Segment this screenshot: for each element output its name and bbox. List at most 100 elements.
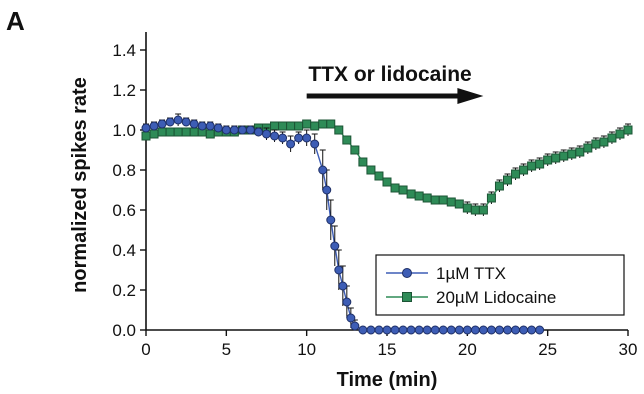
data-point <box>322 185 332 195</box>
data-point <box>454 199 464 209</box>
legend-label: 20µM Lidocaine <box>436 288 556 307</box>
x-tick-label: 15 <box>378 340 397 359</box>
axes: 0 5 10 15 20 25 30 0.0 0.2 0.4 0.6 0.8 1.0 1.2 1.4 Time… <box>69 32 637 391</box>
data-point <box>462 203 472 213</box>
x-tick-label: 0 <box>141 340 150 359</box>
data-point <box>157 127 167 137</box>
data-point <box>494 325 504 335</box>
series-1 <box>141 119 633 216</box>
data-point <box>213 123 223 133</box>
data-point <box>318 119 328 129</box>
series-0 <box>141 113 545 335</box>
data-point <box>358 157 368 167</box>
data-point <box>165 127 175 137</box>
x-tick-label: 5 <box>222 340 231 359</box>
data-point <box>189 127 199 137</box>
annotation-arrow-head <box>457 88 484 104</box>
data-point <box>406 325 416 335</box>
data-point <box>270 131 280 141</box>
data-point <box>141 123 151 133</box>
data-point <box>430 325 440 335</box>
data-point <box>326 119 336 129</box>
data-point <box>438 325 448 335</box>
data-point <box>486 325 496 335</box>
data-point <box>462 325 472 335</box>
data-point <box>535 159 545 169</box>
y-tick-label: 0.0 <box>112 321 136 340</box>
data-point <box>414 325 424 335</box>
data-point <box>382 177 392 187</box>
y-tick-label: 0.6 <box>112 201 136 220</box>
y-tick-label: 0.8 <box>112 161 136 180</box>
data-point <box>342 135 352 145</box>
data-point <box>430 195 440 205</box>
x-tick-label: 25 <box>538 340 557 359</box>
data-point <box>334 125 344 135</box>
data-point <box>358 325 368 335</box>
data-point <box>535 325 545 335</box>
series-line <box>145 123 629 211</box>
data-point <box>551 153 561 163</box>
data-point <box>262 129 271 139</box>
data-point <box>470 325 480 335</box>
data-point <box>366 325 376 335</box>
data-point <box>286 139 296 149</box>
data-point <box>294 133 304 143</box>
data-point <box>478 205 488 215</box>
data-point <box>567 149 577 159</box>
data-point <box>197 121 207 131</box>
data-point <box>519 165 529 175</box>
data-point <box>330 241 340 251</box>
data-point <box>189 119 199 129</box>
y-tick-label: 0.2 <box>112 281 136 300</box>
data-point <box>398 185 408 195</box>
data-point <box>237 125 247 135</box>
y-axis-title: normalized spikes rate <box>69 77 91 293</box>
data-point <box>310 121 320 131</box>
data-point <box>221 125 231 135</box>
legend-marker <box>402 292 412 302</box>
data-point <box>398 325 408 335</box>
data-point <box>302 119 312 129</box>
data-point <box>173 115 183 125</box>
data-point <box>310 139 320 149</box>
data-point <box>374 325 384 335</box>
data-point <box>157 119 167 129</box>
data-point <box>438 195 448 205</box>
data-point <box>278 121 288 131</box>
data-point <box>278 133 288 143</box>
data-point <box>575 147 585 157</box>
data-point <box>615 129 625 139</box>
data-point <box>350 145 360 155</box>
x-tick-label: 10 <box>297 340 316 359</box>
data-point <box>559 151 569 161</box>
data-point <box>503 175 512 185</box>
annotation: TTX or lidocaine <box>306 63 484 104</box>
data-point <box>165 117 175 127</box>
data-point <box>253 127 263 137</box>
data-point <box>607 133 617 143</box>
data-point <box>149 129 159 139</box>
series-layer <box>141 113 633 335</box>
data-point <box>543 155 553 165</box>
data-point <box>390 325 400 335</box>
data-point <box>406 189 416 199</box>
data-point <box>422 325 432 335</box>
data-point <box>486 193 496 203</box>
legend-marker <box>402 268 412 278</box>
y-tick-label: 1.2 <box>112 81 136 100</box>
data-point <box>414 191 424 201</box>
data-point <box>527 325 537 335</box>
data-point <box>346 313 356 323</box>
data-point <box>494 181 504 191</box>
data-point <box>229 125 239 135</box>
x-tick-label: 20 <box>458 340 477 359</box>
annotation-text: TTX or lidocaine <box>308 63 471 86</box>
data-point <box>326 215 336 225</box>
data-point <box>338 281 348 291</box>
x-tick-label: 30 <box>619 340 638 359</box>
data-point <box>173 127 183 137</box>
data-point <box>205 121 215 131</box>
data-point <box>511 169 521 179</box>
